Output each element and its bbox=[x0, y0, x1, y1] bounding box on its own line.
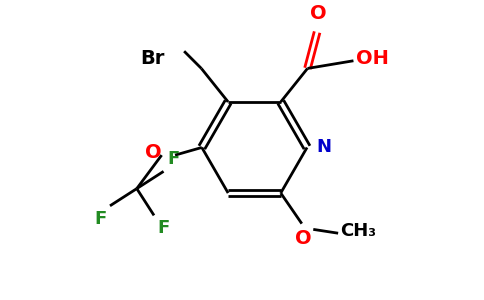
Text: Br: Br bbox=[141, 50, 165, 68]
Text: F: F bbox=[167, 150, 180, 168]
Text: F: F bbox=[94, 210, 106, 228]
Text: O: O bbox=[295, 230, 312, 248]
Text: OH: OH bbox=[356, 50, 389, 68]
Text: CH₃: CH₃ bbox=[340, 222, 376, 240]
Text: O: O bbox=[310, 4, 326, 22]
Text: N: N bbox=[317, 139, 332, 157]
Text: O: O bbox=[145, 143, 162, 162]
Text: F: F bbox=[158, 219, 170, 237]
